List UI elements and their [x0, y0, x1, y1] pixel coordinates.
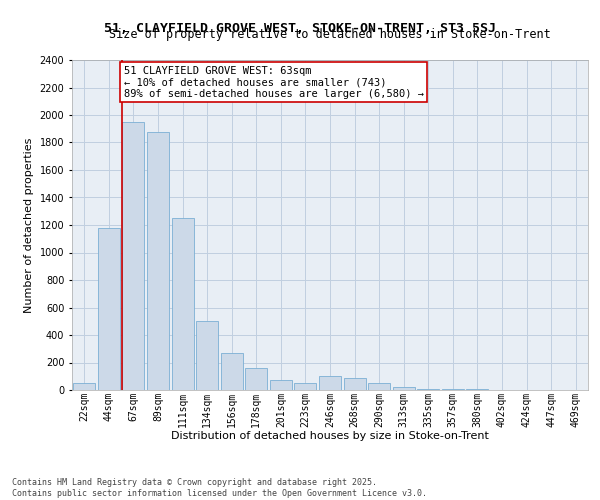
Title: Size of property relative to detached houses in Stoke-on-Trent: Size of property relative to detached ho…	[109, 28, 551, 41]
Bar	[417, 388, 439, 390]
Bar	[344, 378, 365, 390]
Bar	[172, 218, 194, 390]
Text: Contains HM Land Registry data © Crown copyright and database right 2025.
Contai: Contains HM Land Registry data © Crown c…	[12, 478, 427, 498]
Bar	[98, 228, 120, 390]
Bar	[122, 122, 145, 390]
Bar	[221, 353, 243, 390]
Bar	[147, 132, 169, 390]
Text: 51 CLAYFIELD GROVE WEST: 63sqm
← 10% of detached houses are smaller (743)
89% of: 51 CLAYFIELD GROVE WEST: 63sqm ← 10% of …	[124, 66, 424, 98]
Bar	[319, 376, 341, 390]
Text: 51, CLAYFIELD GROVE WEST, STOKE-ON-TRENT, ST3 5SJ: 51, CLAYFIELD GROVE WEST, STOKE-ON-TRENT…	[104, 22, 496, 36]
Bar	[196, 322, 218, 390]
Bar	[270, 380, 292, 390]
Y-axis label: Number of detached properties: Number of detached properties	[24, 138, 34, 312]
Bar	[245, 368, 268, 390]
Bar	[368, 383, 390, 390]
Bar	[295, 383, 316, 390]
Bar	[73, 383, 95, 390]
X-axis label: Distribution of detached houses by size in Stoke-on-Trent: Distribution of detached houses by size …	[171, 431, 489, 441]
Bar	[392, 387, 415, 390]
